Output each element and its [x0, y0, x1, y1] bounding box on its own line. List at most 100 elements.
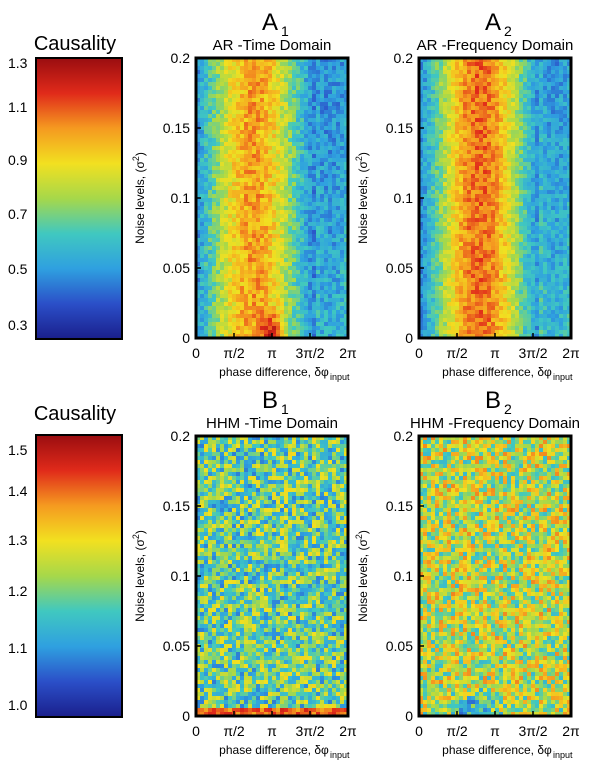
heatmap-cell: [563, 182, 568, 187]
heatmap-cell: [483, 74, 488, 79]
heatmap-cell: [451, 222, 456, 227]
heatmap-cell: [463, 94, 468, 99]
heatmap-cell: [248, 154, 253, 159]
heatmap-cell: [248, 134, 253, 139]
heatmap-cell: [527, 198, 532, 203]
heatmap-cell: [459, 70, 464, 75]
heatmap-cell: [455, 170, 460, 175]
heatmap-cell: [264, 230, 269, 235]
heatmap-cell: [204, 218, 209, 223]
heatmap-cell: [507, 98, 512, 103]
heatmap-cell: [543, 294, 548, 299]
heatmap-cell: [292, 70, 297, 75]
heatmap-cell: [316, 70, 321, 75]
heatmap-cell: [220, 82, 225, 87]
heatmap-cell: [200, 274, 205, 279]
heatmap-cell: [435, 102, 440, 107]
heatmap-cell: [511, 98, 516, 103]
heatmap-cell: [471, 270, 476, 275]
heatmap-cell: [340, 146, 345, 151]
heatmap-cell: [224, 170, 229, 175]
heatmap-cell: [320, 162, 325, 167]
heatmap-cell: [216, 266, 221, 271]
heatmap-cell: [304, 94, 309, 99]
heatmap-cell: [300, 210, 305, 215]
heatmap-cell: [248, 310, 253, 315]
heatmap-cell: [272, 150, 277, 155]
heatmap-cell: [288, 66, 293, 71]
heatmap-cell: [264, 262, 269, 267]
heatmap-cell: [555, 182, 560, 187]
heatmap-cell: [567, 130, 572, 135]
heatmap-cell: [463, 118, 468, 123]
heatmap-cell: [288, 62, 293, 67]
heatmap-cell: [324, 178, 329, 183]
heatmap-cell: [467, 166, 472, 171]
heatmap-cell: [336, 126, 341, 131]
heatmap-cell: [232, 146, 237, 151]
heatmap-cell: [563, 234, 568, 239]
heatmap-cell: [304, 190, 309, 195]
heatmap-cell: [543, 198, 548, 203]
heatmap-cell: [419, 106, 424, 111]
heatmap-cell: [475, 274, 480, 279]
heatmap-cell: [559, 154, 564, 159]
heatmap-cell: [336, 330, 341, 335]
heatmap-cell: [495, 242, 500, 247]
heatmap-cell: [443, 238, 448, 243]
heatmap-cell: [232, 270, 237, 275]
heatmap-cell: [499, 274, 504, 279]
heatmap-cell: [443, 154, 448, 159]
heatmap-cell: [455, 290, 460, 295]
heatmap-cell: [268, 182, 273, 187]
heatmap-cell: [503, 206, 508, 211]
heatmap-cell: [324, 130, 329, 135]
heatmap-cell: [220, 282, 225, 287]
heatmap-cell: [208, 262, 213, 267]
heatmap-cell: [543, 94, 548, 99]
heatmap-cell: [539, 218, 544, 223]
heatmap-cell: [419, 198, 424, 203]
heatmap-cell: [547, 110, 552, 115]
heatmap-cell: [499, 94, 504, 99]
heatmap-cell: [443, 74, 448, 79]
heatmap-cell: [503, 278, 508, 283]
heatmap-cell: [507, 102, 512, 107]
heatmap-cell: [256, 154, 261, 159]
heatmap-cell: [276, 98, 281, 103]
heatmap-cell: [276, 330, 281, 335]
heatmap-cell: [248, 170, 253, 175]
heatmap-cell: [555, 250, 560, 255]
heatmap-cell: [272, 98, 277, 103]
heatmap-cell: [507, 158, 512, 163]
heatmap-cell: [459, 74, 464, 79]
heatmap-cell: [292, 66, 297, 71]
heatmap-cell: [296, 182, 301, 187]
heatmap-cell: [324, 314, 329, 319]
heatmap-cell: [208, 326, 213, 331]
heatmap-cell: [507, 222, 512, 227]
heatmap-cell: [451, 290, 456, 295]
heatmap-cell: [228, 178, 233, 183]
heatmap-cell: [284, 82, 289, 87]
heatmap-cell: [280, 294, 285, 299]
heatmap-cell: [479, 226, 484, 231]
heatmap-cell: [332, 214, 337, 219]
heatmap-cell: [324, 134, 329, 139]
heatmap-cell: [507, 254, 512, 259]
heatmap-cell: [479, 70, 484, 75]
heatmap-cell: [232, 266, 237, 271]
heatmap-cell: [236, 158, 241, 163]
heatmap-cell: [224, 322, 229, 327]
heatmap-cell: [419, 246, 424, 251]
heatmap-cells: [196, 58, 349, 339]
heatmap-cell: [467, 286, 472, 291]
heatmap-cell: [463, 134, 468, 139]
heatmap-cell: [324, 142, 329, 147]
heatmap-cell: [559, 262, 564, 267]
heatmap-cell: [455, 150, 460, 155]
heatmap-cell: [320, 302, 325, 307]
heatmap-cell: [296, 298, 301, 303]
heatmap-cell: [463, 230, 468, 235]
heatmap-cell: [499, 242, 504, 247]
